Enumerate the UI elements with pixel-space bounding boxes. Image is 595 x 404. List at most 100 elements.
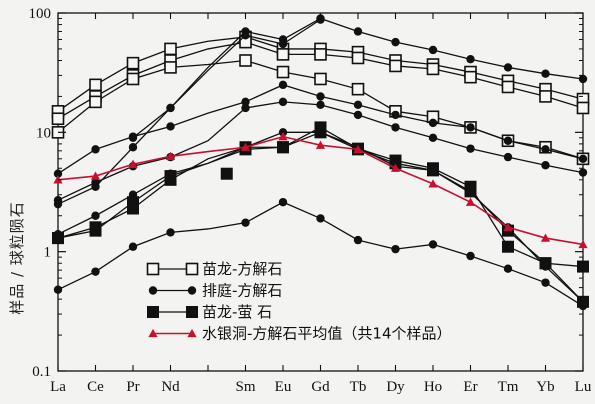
- data-point-filled-circle: [391, 110, 400, 120]
- y-tick-label: 0.1: [32, 364, 51, 380]
- data-point-filled-triangle: [278, 132, 288, 141]
- series-10: [52, 126, 589, 308]
- data-point-filled-circle: [353, 110, 363, 120]
- data-point-filled-square: [502, 240, 514, 253]
- series-11: [53, 132, 588, 249]
- data-point-filled-circle: [503, 136, 513, 145]
- data-point-filled-circle: [541, 145, 550, 154]
- data-point-filled-circle: [166, 228, 175, 237]
- data-point-open-square: [89, 78, 102, 92]
- data-point-open-square: [126, 56, 140, 70]
- data-point-filled-triangle: [187, 328, 197, 338]
- data-point-filled-square: [89, 224, 102, 237]
- data-point-filled-square: [427, 164, 439, 177]
- legend-entry: 苗龙-方解石: [146, 260, 282, 278]
- data-point-filled-circle: [391, 37, 400, 47]
- data-point-open-square: [276, 48, 290, 61]
- data-point-filled-circle: [316, 100, 325, 110]
- data-point-filled-circle: [53, 195, 63, 205]
- data-point-filled-square: [127, 196, 139, 209]
- data-point-filled-circle: [91, 178, 100, 187]
- legend-entry: 水银洞-方解石平均值（共14个样品）: [148, 325, 452, 343]
- x-tick-label: Lu: [575, 379, 592, 395]
- data-point-filled-circle: [541, 278, 550, 287]
- data-point-filled-circle: [91, 267, 100, 276]
- data-point-filled-square: [277, 141, 289, 154]
- x-tick-label: Eu: [275, 379, 292, 395]
- data-point-filled-circle: [241, 31, 250, 40]
- series-6: [53, 97, 588, 205]
- data-point-filled-circle: [428, 45, 438, 55]
- data-point-filled-circle: [128, 132, 138, 141]
- data-point-filled-circle: [278, 197, 288, 207]
- legend-label: 苗龙-方解石: [202, 260, 282, 278]
- data-point-filled-square: [314, 126, 327, 139]
- data-point-open-square: [276, 65, 290, 79]
- series-8: [53, 197, 588, 311]
- data-point-filled-circle: [53, 285, 63, 294]
- data-point-filled-circle: [353, 27, 363, 36]
- data-point-open-square: [539, 90, 552, 103]
- data-point-filled-square: [52, 232, 64, 245]
- data-point-filled-triangle: [578, 239, 588, 249]
- data-point-open-square: [426, 62, 440, 76]
- data-point-filled-circle: [578, 168, 588, 177]
- x-tick-label: Er: [463, 379, 477, 395]
- data-point-filled-circle: [53, 169, 63, 178]
- data-point-filled-circle: [91, 145, 100, 154]
- data-point-open-square: [576, 101, 590, 115]
- data-point-filled-triangle: [165, 151, 176, 160]
- data-point-filled-triangle: [540, 233, 551, 242]
- series-line: [57, 101, 584, 201]
- data-point-open-square: [164, 61, 177, 74]
- data-point-filled-circle: [128, 143, 138, 152]
- data-point-filled-circle: [241, 103, 250, 113]
- x-tick-label: Gd: [311, 379, 330, 395]
- data-point-open-square: [314, 48, 327, 61]
- data-point-filled-triangle: [428, 179, 438, 188]
- legend-label: 苗龙-萤 石: [202, 303, 272, 321]
- data-point-filled-circle: [91, 211, 100, 220]
- x-tick-label: Dy: [386, 379, 405, 395]
- data-point-filled-circle: [466, 251, 475, 261]
- data-point-filled-circle: [166, 122, 175, 131]
- data-point-filled-triangle: [390, 163, 401, 172]
- x-tick-label: Tb: [350, 379, 367, 395]
- data-point-filled-circle: [278, 97, 288, 107]
- y-axis-label: 样品 / 球粒陨石: [8, 201, 26, 315]
- data-point-filled-circle: [428, 133, 438, 142]
- x-tick-label: Pr: [126, 379, 139, 395]
- data-point-filled-square: [147, 306, 159, 318]
- legend-label: 水银洞-方解石平均值（共14个样品）: [202, 325, 452, 343]
- data-point-filled-circle: [428, 240, 438, 249]
- data-point-filled-circle: [503, 152, 513, 162]
- data-point-filled-square: [539, 257, 552, 270]
- data-point-filled-circle: [466, 123, 475, 132]
- data-point-filled-circle: [316, 214, 325, 223]
- data-point-filled-triangle: [90, 171, 101, 180]
- legend-entry: 苗龙-萤 石: [147, 303, 272, 321]
- data-point-filled-circle: [278, 80, 288, 90]
- data-point-filled-circle: [316, 15, 325, 24]
- x-tick-label: Nd: [161, 379, 180, 395]
- data-point-filled-circle: [466, 55, 475, 64]
- y-tick-label: 100: [29, 6, 52, 22]
- data-point-open-square: [239, 54, 252, 67]
- x-tick-label: Ce: [87, 379, 104, 395]
- legend-label: 排庭-方解石: [202, 282, 282, 300]
- data-point-filled-square: [164, 170, 177, 183]
- data-point-filled-square: [577, 260, 589, 273]
- data-point-open-square: [89, 95, 102, 109]
- data-point-filled-circle: [391, 244, 400, 254]
- data-point-filled-triangle: [465, 197, 476, 206]
- x-tick-label: Yb: [536, 379, 554, 395]
- x-tick-label: Tm: [498, 379, 519, 395]
- data-point-open-square: [314, 72, 327, 86]
- data-point-open-square: [146, 262, 160, 276]
- data-point-filled-circle: [541, 161, 550, 170]
- data-point-open-square: [51, 112, 65, 126]
- data-point-filled-circle: [148, 286, 158, 295]
- data-point-open-square: [351, 51, 365, 65]
